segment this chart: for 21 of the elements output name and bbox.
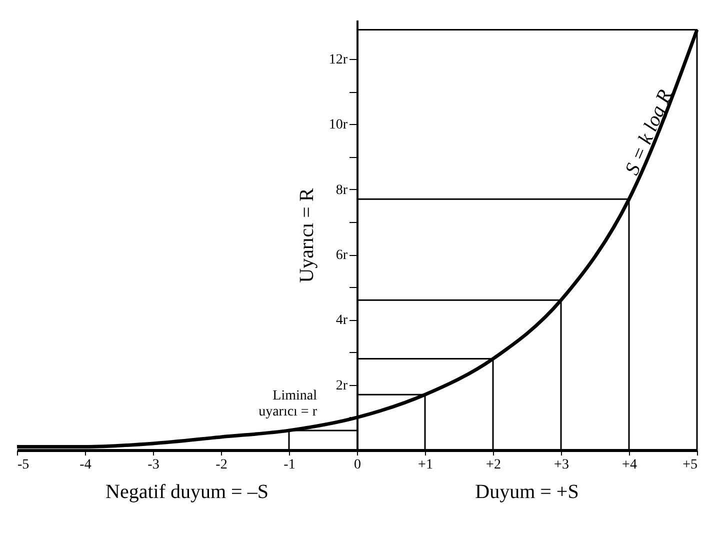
text: Negatif duyum = –S [106, 481, 268, 503]
x-tick-label: -5 [18, 458, 30, 472]
x-tick-label: +2 [486, 458, 501, 472]
x-tick-label: 0 [354, 458, 361, 472]
text: Duyum = +S [475, 481, 579, 503]
y-tick-label: 10r [328, 118, 348, 133]
x-tick-label: -1 [284, 458, 296, 472]
y-axis-title: Uyarıcı = R [296, 188, 318, 283]
annotation: Liminal uyarıcı = r [258, 388, 318, 420]
x-tick-label: -3 [148, 458, 160, 472]
y-tick-label: 2r [336, 378, 348, 394]
x-tick-label: +4 [622, 458, 637, 472]
x-tick-label: -4 [80, 458, 92, 472]
x-tick-label: +3 [554, 458, 569, 472]
y-tick-label: 4r [336, 313, 348, 328]
y-tick-label: 8r [336, 182, 348, 198]
x-tick-label: +5 [682, 458, 698, 472]
x-tick-label: +1 [418, 458, 433, 472]
x-tick-label: -2 [216, 458, 228, 472]
y-tick-label: 12r [328, 52, 348, 68]
y-tick-label: 6r [336, 248, 348, 264]
